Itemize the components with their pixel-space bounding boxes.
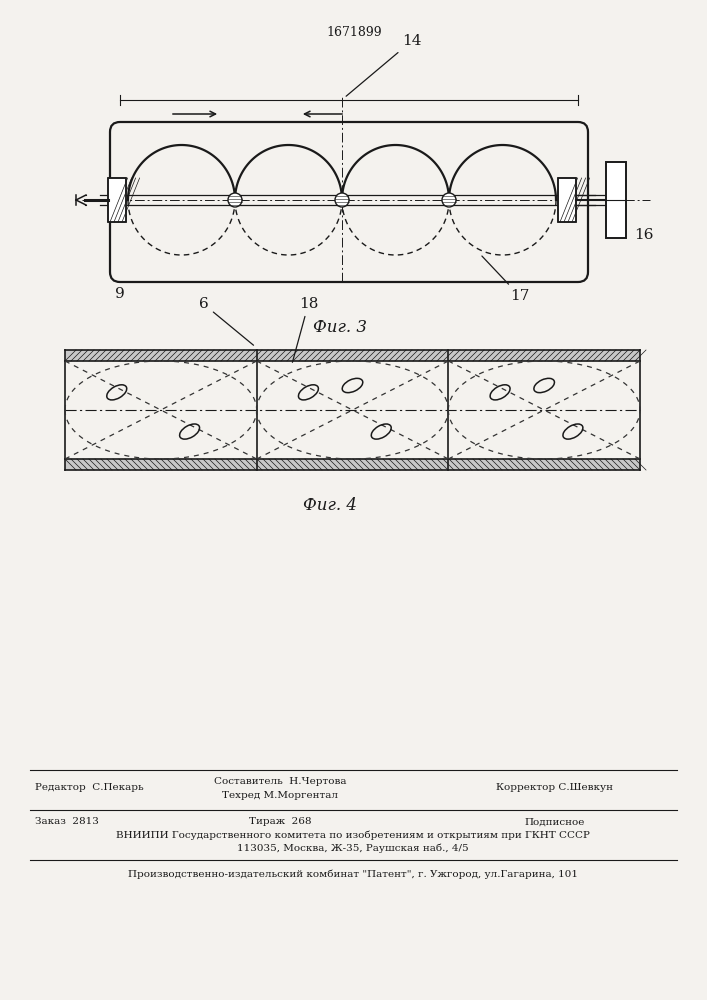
Text: Техред М.Моргентал: Техред М.Моргентал [222, 792, 338, 800]
Bar [108, 178, 126, 222]
Text: ВНИИПИ Государственного комитета по изобретениям и открытиям при ГКНТ СССР: ВНИИПИ Государственного комитета по изоб… [116, 830, 590, 840]
Circle shape [335, 193, 349, 207]
Circle shape [228, 193, 242, 207]
Bar [65, 350, 640, 361]
Circle shape [442, 193, 456, 207]
Text: Редактор  С.Пекарь: Редактор С.Пекарь [35, 784, 144, 792]
Text: 1671899: 1671899 [326, 25, 382, 38]
Text: Подписное: Подписное [525, 818, 585, 826]
Text: 6: 6 [199, 297, 254, 345]
Bar [335, 193, 349, 207]
Text: Составитель  Н.Чертова: Составитель Н.Чертова [214, 778, 346, 786]
Bar [228, 193, 242, 207]
Text: 18: 18 [293, 297, 318, 362]
Text: 17: 17 [482, 256, 530, 303]
Text: Фиг. 4: Фиг. 4 [303, 496, 357, 514]
Text: 113035, Москва, Ж-35, Раушская наб., 4/5: 113035, Москва, Ж-35, Раушская наб., 4/5 [237, 843, 469, 853]
Bar [108, 178, 126, 222]
Bar [442, 193, 456, 207]
Bar [65, 459, 640, 470]
Bar [558, 178, 576, 222]
Text: Корректор С.Шевкун: Корректор С.Шевкун [496, 784, 614, 792]
Bar [606, 162, 626, 238]
Text: 16: 16 [634, 228, 653, 242]
Text: Фиг. 3: Фиг. 3 [313, 318, 367, 336]
Text: 14: 14 [346, 34, 421, 96]
Text: 9: 9 [115, 287, 125, 301]
Text: Заказ  2813: Заказ 2813 [35, 818, 99, 826]
Bar [558, 178, 576, 222]
Text: Производственно-издательский комбинат "Патент", г. Ужгород, ул.Гагарина, 101: Производственно-издательский комбинат "П… [128, 869, 578, 879]
Text: Тираж  268: Тираж 268 [249, 818, 311, 826]
